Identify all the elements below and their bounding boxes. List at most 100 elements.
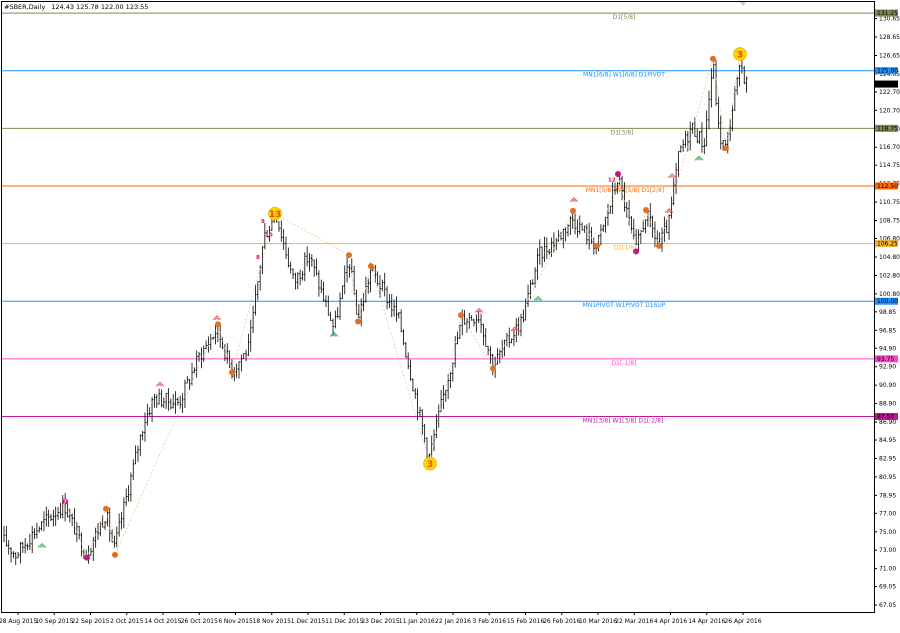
header-symbol: #SBER,Daily	[4, 3, 45, 11]
swing-marker	[710, 55, 716, 62]
swing-marker	[615, 170, 621, 177]
x-tick-label: 3 Feb 2016	[472, 618, 506, 625]
levels-layer: D1[5/8] MN1[6/8] W1[6/8] D1PIVOT D1[3/8] MN…	[2, 12, 874, 425]
count-label: 10	[265, 233, 273, 239]
y-tick-label: 75.00	[879, 529, 896, 536]
header-ohlc: 124.43 125.78 122.00 123.55	[51, 3, 148, 11]
swing-marker-label: 3	[737, 51, 743, 61]
price-tags-layer: 131.25 125.00 118.75 112.50 106.25 100.00 93.7…	[875, 9, 898, 421]
y-tick-label: 104.80	[879, 254, 900, 261]
x-tick-label: 11 Dec 2015	[325, 618, 364, 625]
scroll-shift-marker[interactable]	[740, 2, 746, 6]
y-tick-label: 77.00	[879, 510, 896, 517]
swing-marker	[62, 498, 68, 505]
level-label: D1[1/8]	[614, 245, 637, 252]
y-tick-label: 128.65	[879, 34, 900, 41]
swing-marker	[656, 242, 662, 249]
x-tick-label: 15 Feb 2016	[507, 618, 545, 625]
signal-arrow-marker	[694, 155, 704, 161]
y-tick-label: 86.90	[879, 419, 896, 426]
level-label: MN1PIVOT W1PIVOT D1SUP	[583, 302, 666, 309]
count-label: 9	[261, 219, 265, 225]
y-tick-label: 122.70	[879, 89, 900, 96]
y-tick-label: 69.05	[879, 584, 896, 591]
y-tick-label: 110.75	[879, 199, 900, 206]
level-price-tag-label: 106.25	[877, 241, 898, 248]
signal-arrow-marker	[533, 295, 543, 301]
y-tick-label: 92.90	[879, 364, 896, 371]
x-tick-label: 4 Apr 2016	[654, 618, 687, 625]
level-label: MN1[5/8] W1[5/8] D1[2/8]	[586, 187, 665, 194]
signal-arrow-marker	[664, 208, 674, 214]
swing-marker-label: 13	[269, 210, 282, 220]
signal-arrow-marker	[667, 173, 677, 179]
signal-arrow-marker	[212, 315, 222, 321]
y-tick-label: 88.90	[879, 401, 896, 408]
swing-marker	[490, 365, 496, 372]
swing-marker	[570, 207, 576, 214]
x-tick-label: 26 Oct 2015	[181, 618, 218, 625]
candles-layer	[3, 57, 748, 566]
y-tick-label: 96.85	[879, 327, 896, 334]
y-tick-label: 120.70	[879, 107, 900, 114]
x-tick-label: 18 Nov 2015	[253, 618, 292, 625]
y-tick-label: 71.00	[879, 566, 896, 573]
swing-marker	[103, 505, 109, 512]
chart-header: #SBER,Daily 124.43 125.78 122.00 123.55	[4, 3, 148, 11]
swing-marker	[633, 248, 639, 255]
level-price-tag-label: 100.00	[877, 298, 898, 305]
level-price-tag	[875, 240, 898, 248]
level-price-tag	[875, 67, 898, 75]
signal-arrow-marker	[37, 542, 47, 548]
x-tick-label: 10 Mar 2016	[579, 618, 617, 625]
level-price-tag	[875, 9, 898, 17]
x-tick-label: 11 Jan 2016	[399, 618, 435, 625]
level-price-tag	[875, 297, 898, 305]
y-tick-label: 98.85	[879, 309, 896, 316]
x-tick-label: 22 Sep 2015	[71, 618, 109, 625]
x-tick-label: 6 Nov 2015	[218, 618, 253, 625]
count-label: 8	[256, 255, 260, 261]
x-tick-label: 2 Oct 2015	[110, 618, 143, 625]
signal-arrow-marker	[474, 307, 484, 313]
plot-frame	[1, 1, 875, 613]
swing-marker	[458, 312, 464, 319]
signal-arrow-marker	[329, 331, 339, 337]
y-tick-label: 126.65	[879, 52, 900, 59]
level-label: MN1[6/8] W1[6/8] D1PIVOT	[583, 72, 665, 79]
swing-marker	[594, 242, 600, 249]
count-label: 12	[608, 177, 616, 183]
swing-marker	[723, 145, 729, 152]
last-price-tag-label: 123.55	[877, 81, 898, 88]
swing-marker	[346, 252, 352, 259]
swing-marker	[229, 369, 235, 376]
swing-marker	[423, 456, 437, 471]
last-price-tag	[875, 80, 898, 88]
x-tick-label: 22 Jan 2016	[435, 618, 471, 625]
level-label: D1[5/8]	[613, 14, 636, 21]
level-price-tag-label: 131.25	[877, 10, 898, 17]
y-tick-label: 100.80	[879, 291, 900, 298]
swing-marker	[84, 554, 90, 561]
y-tick-label: 124.65	[879, 71, 900, 78]
swing-marker	[215, 321, 221, 328]
y-tick-label: 67.05	[879, 602, 896, 609]
x-tick-label: 23 Dec 2015	[361, 618, 400, 625]
level-label: D1[-1/8]	[612, 360, 637, 367]
y-tick-label: 82.95	[879, 455, 896, 462]
level-price-tag	[875, 355, 898, 363]
level-price-tag-label: 118.75	[877, 125, 898, 132]
x-tick-label: 10 Sep 2015	[35, 618, 73, 625]
y-tick-label: 94.90	[879, 345, 896, 352]
x-tick-label: 26 Apr 2016	[724, 618, 761, 625]
y-tick-label: 114.75	[879, 162, 900, 169]
signal-arrow-marker	[155, 381, 165, 387]
level-label: D1[3/8]	[611, 129, 634, 136]
y-tick-label: 130.65	[879, 16, 900, 23]
level-label: MN1[3/8] W1[3/8] D1[-2/8]	[583, 418, 664, 425]
y-tick-label: 90.90	[879, 382, 896, 389]
level-price-tag	[875, 413, 898, 421]
zigzag-line	[64, 54, 741, 559]
